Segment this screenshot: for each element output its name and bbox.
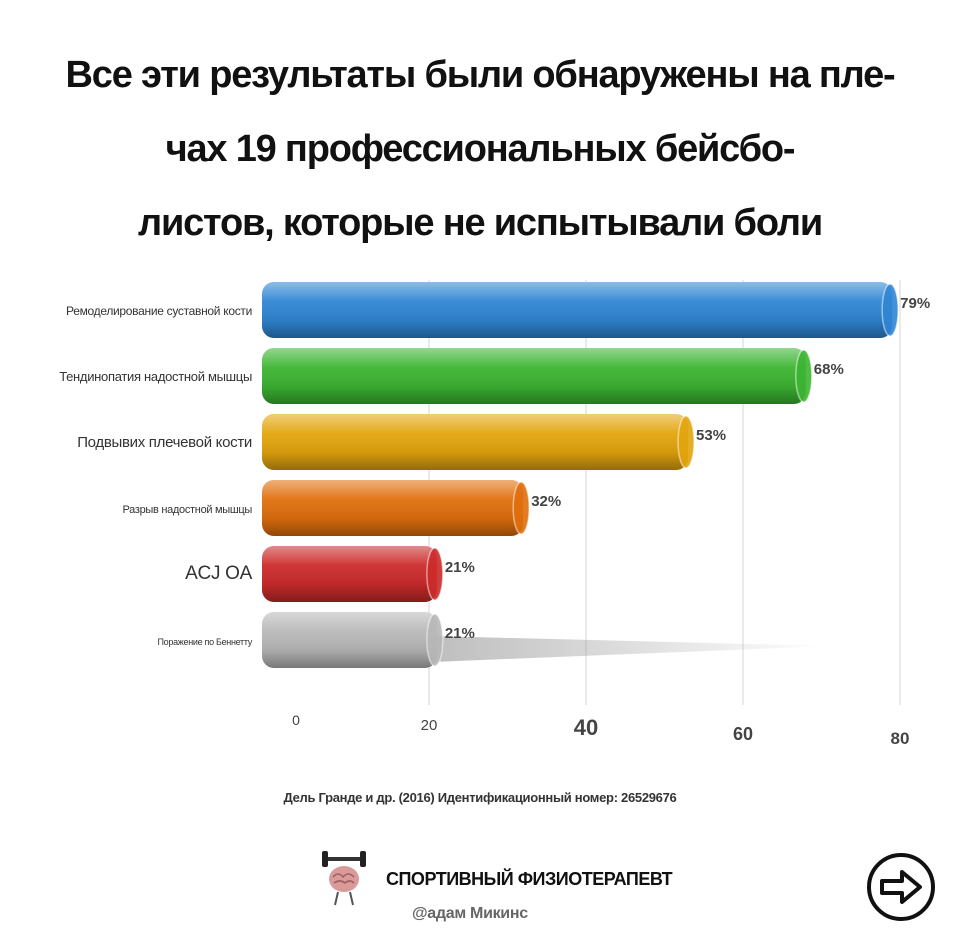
bar-highlight [262, 612, 437, 668]
bar-end-cap [426, 613, 444, 667]
data-label: 53% [696, 427, 726, 444]
x-tick-label: 20 [421, 717, 438, 734]
data-label: 32% [531, 493, 561, 510]
data-label: 21% [445, 625, 475, 642]
bar [262, 612, 830, 668]
bar-highlight [262, 348, 806, 404]
brand-handle: @адам Микинс [412, 905, 528, 922]
data-labels: 79% 68% 53% 32% 21% 21% [445, 295, 930, 642]
category-label: Поражение по Беннетту [158, 637, 253, 647]
bar-end-cap [677, 415, 695, 469]
x-tick-label: 0 [292, 712, 300, 728]
chart-title: Все эти результаты были обнаружены на пл… [40, 38, 920, 260]
brand-block: СПОРТИВНЫЙ ФИЗИОТЕРАПЕВТ @адам Микинс [320, 845, 740, 935]
data-label: 21% [445, 559, 475, 576]
category-labels: Ремоделирование суставной кости Тендинопа… [59, 304, 253, 647]
bar-highlight [262, 480, 524, 536]
bar-highlight [262, 546, 437, 602]
category-label: Разрыв надостной мышцы [123, 504, 253, 516]
bar-chart: Ремоделирование суставной кости Тендинопа… [59, 280, 930, 748]
bars [262, 282, 899, 668]
bar-end-cap [795, 349, 813, 403]
bar [262, 414, 695, 470]
title-line-1: Все эти результаты были обнаружены на пл… [65, 54, 896, 96]
bar [262, 546, 444, 602]
bar-end-cap [881, 283, 899, 337]
x-tick-label: 40 [574, 715, 598, 740]
bar [262, 282, 899, 338]
category-label: Ремоделирование суставной кости [66, 304, 252, 318]
source-citation: Дель Гранде и др. (2016) Идентификационн… [283, 790, 677, 805]
brand-name: СПОРТИВНЫЙ ФИЗИОТЕРАПЕВТ [386, 869, 673, 889]
bar-end-cap [426, 547, 444, 601]
arrow-right-circle-icon[interactable] [866, 852, 936, 922]
category-label: Подвывих плечевой кости [77, 434, 252, 451]
bar [262, 348, 813, 404]
x-tick-label: 80 [891, 729, 910, 748]
x-tick-label: 60 [733, 724, 753, 744]
bar-highlight [262, 282, 893, 338]
brain-dumbbell-icon [322, 851, 366, 906]
category-label: ACJ OA [185, 563, 252, 584]
title-line-3: листов, которые не испытывали боли [138, 202, 823, 244]
data-label: 68% [814, 361, 844, 378]
bar-highlight [262, 414, 689, 470]
bar-shadow [431, 636, 830, 662]
category-label: Тендинопатия надостной мышцы [59, 369, 252, 384]
title-line-2: чах 19 профессиональных бейсбо- [165, 128, 796, 170]
x-axis-ticks: 0 20 40 60 80 [292, 712, 909, 748]
bar [262, 480, 530, 536]
bar-end-cap [512, 481, 530, 535]
data-label: 79% [900, 295, 930, 312]
